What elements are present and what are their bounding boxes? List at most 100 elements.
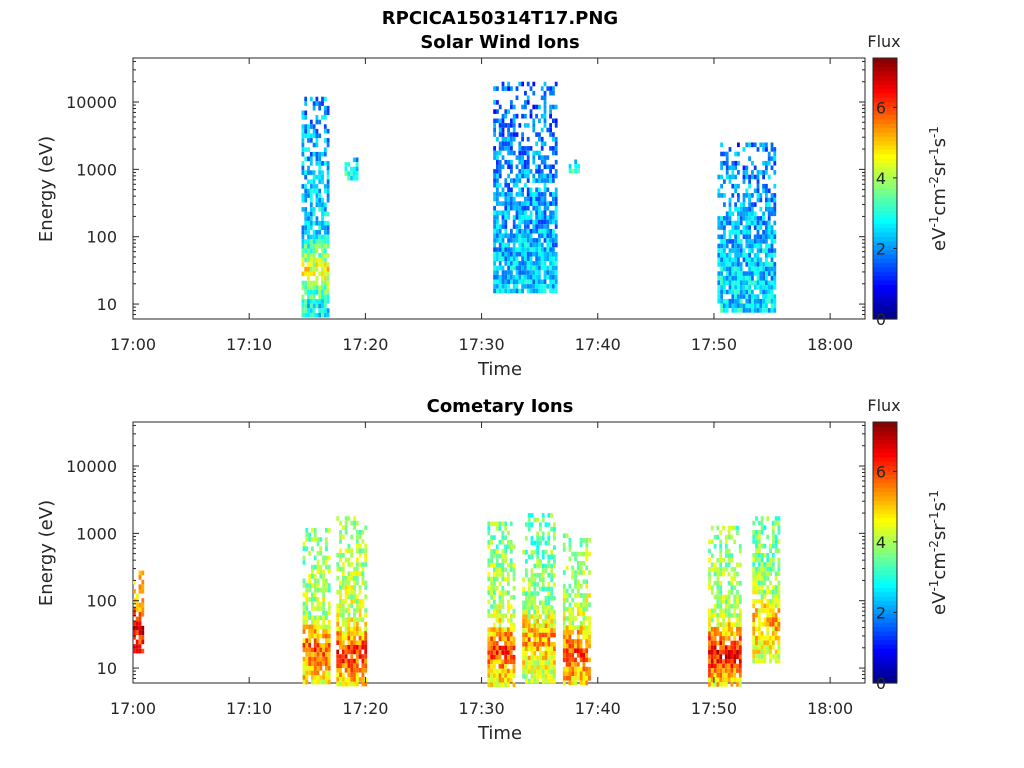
heatmap-cell	[341, 603, 345, 609]
heatmap-cell	[734, 229, 737, 235]
heatmap-cell	[543, 90, 547, 96]
heatmap-cell	[535, 192, 538, 197]
heatmap-cell	[562, 653, 566, 658]
heatmap-cell	[767, 234, 771, 240]
heatmap-cell	[759, 234, 763, 240]
heatmap-cell	[530, 568, 534, 573]
heatmap-cell	[536, 559, 539, 564]
heatmap-cell	[496, 100, 499, 105]
heatmap-cell	[524, 256, 527, 262]
heatmap-cell	[524, 284, 527, 289]
heatmap-cell	[723, 229, 726, 235]
heatmap-cell	[507, 636, 510, 642]
heatmap-cell	[361, 645, 365, 650]
heatmap-cell	[722, 613, 725, 618]
heatmap-cell	[774, 658, 778, 664]
heatmap-cell	[538, 284, 541, 289]
heatmap-cell	[312, 184, 316, 189]
heatmap-cell	[498, 622, 502, 628]
heatmap-cell	[344, 548, 348, 553]
heatmap-cell	[568, 620, 572, 626]
heatmap-cell	[727, 663, 731, 669]
heatmap-cell	[339, 585, 342, 590]
heatmap-cell	[723, 262, 726, 267]
heatmap-cell	[763, 608, 767, 613]
heatmap-cell	[323, 271, 327, 277]
heatmap-cell	[512, 572, 516, 577]
heatmap-cell	[138, 648, 142, 654]
heatmap-cell	[544, 522, 548, 527]
heatmap-cell	[325, 578, 328, 584]
heatmap-cell	[302, 661, 306, 666]
heatmap-cell	[755, 539, 758, 544]
heatmap-cell	[313, 620, 317, 625]
heatmap-cell	[734, 174, 737, 180]
heatmap-cell	[507, 109, 510, 114]
heatmap-cell	[766, 612, 770, 618]
heatmap-cell	[731, 248, 735, 253]
heatmap-cell	[487, 526, 491, 531]
heatmap-cell	[720, 160, 723, 166]
heatmap-cell	[304, 239, 308, 244]
heatmap-cell	[539, 577, 542, 583]
heatmap-cell	[312, 124, 316, 129]
heatmap-cell	[736, 668, 739, 673]
heatmap-cell	[727, 557, 731, 563]
heatmap-cell	[588, 620, 591, 626]
heatmap-cell	[723, 280, 726, 286]
heatmap-cell	[318, 234, 322, 240]
heatmap-cell	[490, 631, 493, 637]
heatmap-cell	[344, 677, 348, 682]
heatmap-cell	[736, 617, 739, 623]
heatmap-cell	[738, 617, 742, 623]
heatmap-cell	[316, 560, 320, 565]
heatmap-cell	[326, 312, 330, 318]
heatmap-cell	[549, 251, 552, 257]
heatmap-cell	[133, 607, 136, 612]
heatmap-cell	[748, 257, 751, 263]
heatmap-cell	[504, 567, 507, 573]
heatmap-cell	[727, 668, 731, 673]
heatmap-cell	[713, 682, 717, 687]
heatmap-cell	[728, 216, 732, 221]
heatmap-cell	[141, 625, 145, 631]
colorbar-segment	[873, 197, 897, 203]
heatmap-cell	[737, 160, 740, 166]
heatmap-cell	[501, 242, 505, 248]
heatmap-cell	[734, 151, 737, 157]
heatmap-cell	[522, 586, 525, 592]
heatmap-cell	[742, 234, 746, 240]
heatmap-cell	[305, 652, 309, 657]
heatmap-cell	[312, 285, 316, 290]
heatmap-cell	[493, 581, 496, 586]
heatmap-cell	[304, 207, 308, 212]
heatmap-cell	[762, 211, 765, 217]
heatmap-cell	[344, 166, 348, 172]
heatmap-cell	[493, 521, 496, 527]
heatmap-cell	[720, 289, 723, 295]
heatmap-cell	[307, 128, 310, 134]
heatmap-cell	[304, 299, 308, 304]
colorbar-tick-label: 2	[876, 603, 886, 622]
heatmap-cell	[495, 549, 499, 554]
heatmap-cell	[739, 275, 743, 281]
heatmap-cell	[304, 115, 308, 120]
heatmap-cell	[565, 607, 569, 612]
heatmap-cell	[585, 616, 589, 621]
heatmap-cell	[737, 289, 740, 295]
heatmap-cell	[307, 276, 310, 281]
heatmap-cell	[353, 631, 356, 636]
heatmap-cell	[748, 156, 751, 161]
heatmap-cell	[552, 201, 555, 206]
heatmap-cell	[498, 659, 502, 665]
heatmap-cell	[512, 233, 516, 239]
heatmap-cell	[553, 669, 556, 675]
heatmap-cell	[325, 633, 328, 639]
heatmap-cell	[708, 636, 711, 641]
colorbar-segment	[873, 58, 897, 63]
heatmap-cell	[751, 303, 754, 309]
heatmap-cell	[539, 646, 542, 652]
heatmap-cell	[364, 645, 368, 650]
heatmap-cell	[327, 647, 331, 653]
heatmap-cell	[524, 270, 527, 275]
